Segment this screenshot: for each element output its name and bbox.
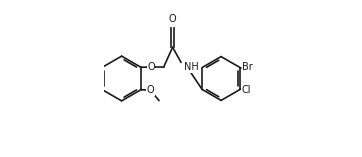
Text: Cl: Cl <box>242 85 252 95</box>
Text: Br: Br <box>243 62 253 72</box>
Text: O: O <box>147 62 155 72</box>
Text: O: O <box>169 14 176 24</box>
Text: NH: NH <box>184 62 198 72</box>
Text: O: O <box>147 85 154 95</box>
